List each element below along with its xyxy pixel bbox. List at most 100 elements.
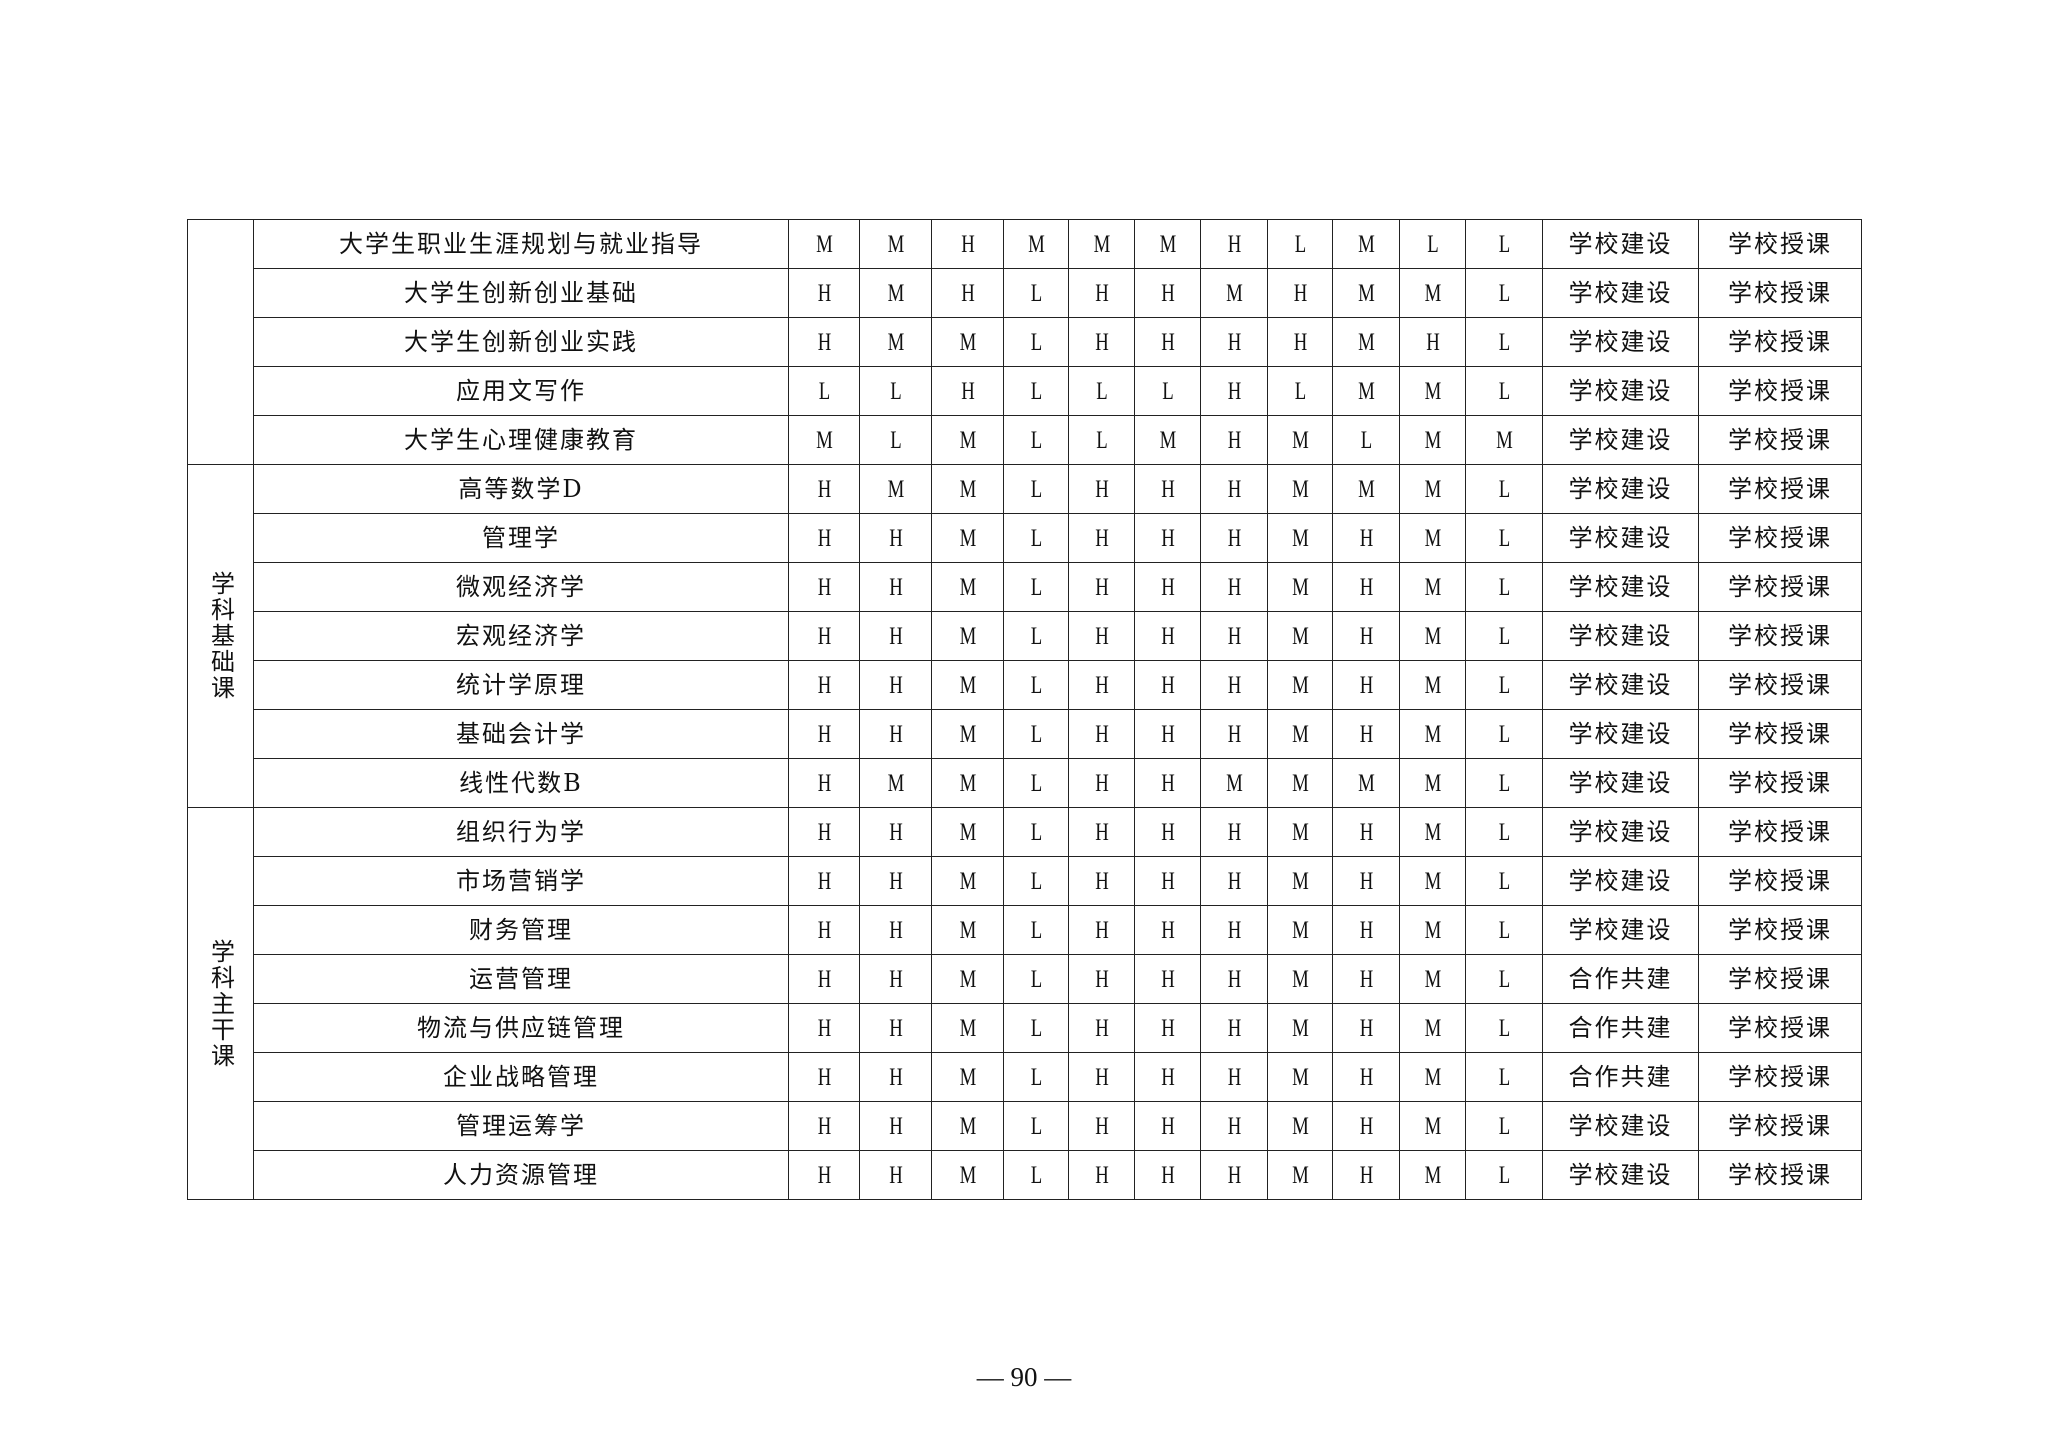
support-level-cell: M <box>1275 611 1325 661</box>
support-level-cell: H <box>1208 219 1260 269</box>
support-level-cell: M <box>1407 905 1458 955</box>
support-level-cell: M <box>940 317 995 367</box>
teaching-cell: 学校授课 <box>1698 562 1862 612</box>
teaching-cell: 学校授课 <box>1698 856 1862 906</box>
support-level-cell: H <box>1208 611 1260 661</box>
support-level-cell: H <box>868 709 923 759</box>
support-level-cell: H <box>1076 562 1127 612</box>
course-category: 学科基础课 <box>187 464 254 808</box>
support-level-cell: H <box>797 1150 851 1200</box>
support-level-cell: H <box>797 464 851 514</box>
support-level-cell: L <box>1474 758 1534 808</box>
support-level-cell: M <box>1275 464 1325 514</box>
course-name: 基础会计学 <box>253 709 789 759</box>
support-level-cell: M <box>1340 268 1392 318</box>
table-row: 管理运筹学 H H M L H H H M H M L 学校建设 学校授课 <box>188 1101 1862 1151</box>
support-level-cell: H <box>1340 611 1392 661</box>
support-level-cell: H <box>868 513 923 563</box>
construction-cell: 学校建设 <box>1542 807 1699 857</box>
support-level-cell: L <box>1011 611 1061 661</box>
construction-cell: 学校建设 <box>1542 268 1699 318</box>
support-level-cell: H <box>1275 268 1325 318</box>
support-level-cell: M <box>940 1150 995 1200</box>
support-level-cell: M <box>1275 758 1325 808</box>
construction-cell: 学校建设 <box>1542 366 1699 416</box>
support-level-cell: L <box>1011 807 1061 857</box>
support-level-cell: H <box>940 219 995 269</box>
support-level-cell: M <box>940 513 995 563</box>
support-level-cell: M <box>1407 415 1458 465</box>
support-level-cell: M <box>1275 954 1325 1004</box>
support-level-cell: H <box>797 660 851 710</box>
support-level-cell: L <box>1474 807 1534 857</box>
support-level-cell: H <box>1142 856 1193 906</box>
support-level-cell: M <box>1407 1150 1458 1200</box>
support-level-cell: L <box>1011 905 1061 955</box>
support-level-cell: M <box>940 660 995 710</box>
support-level-cell: L <box>1011 268 1061 318</box>
course-name: 线性代数B <box>253 758 789 808</box>
support-level-cell: M <box>940 758 995 808</box>
course-category <box>187 219 254 465</box>
table-row: 市场营销学 H H M L H H H M H M L 学校建设 学校授课 <box>188 856 1862 906</box>
teaching-cell: 学校授课 <box>1698 513 1862 563</box>
support-level-cell: H <box>1208 856 1260 906</box>
support-level-cell: H <box>1208 513 1260 563</box>
page-number: — 90 — <box>976 1362 1072 1392</box>
construction-cell: 学校建设 <box>1542 856 1699 906</box>
support-level-cell: H <box>1340 1150 1392 1200</box>
support-level-cell: H <box>1076 464 1127 514</box>
support-level-cell: L <box>1275 219 1325 269</box>
teaching-cell: 学校授课 <box>1698 709 1862 759</box>
support-level-cell: M <box>1407 562 1458 612</box>
table-row: 微观经济学 H H M L H H H M H M L 学校建设 学校授课 <box>188 562 1862 612</box>
support-level-cell: L <box>1407 219 1458 269</box>
support-level-cell: H <box>1076 856 1127 906</box>
support-level-cell: H <box>868 856 923 906</box>
support-level-cell: H <box>797 856 851 906</box>
teaching-cell: 学校授课 <box>1698 611 1862 661</box>
course-name: 管理运筹学 <box>253 1101 789 1151</box>
support-level-cell: H <box>1340 660 1392 710</box>
teaching-cell: 学校授课 <box>1698 905 1862 955</box>
support-level-cell: L <box>1011 709 1061 759</box>
support-level-cell: L <box>1011 954 1061 1004</box>
course-name: 大学生职业生涯规划与就业指导 <box>253 219 789 269</box>
teaching-cell: 学校授课 <box>1698 415 1862 465</box>
support-level-cell: H <box>1076 1003 1127 1053</box>
support-level-cell: M <box>1275 513 1325 563</box>
table-row: 基础会计学 H H M L H H H M H M L 学校建设 学校授课 <box>188 709 1862 759</box>
support-level-cell: L <box>1011 856 1061 906</box>
table-row: 大学生职业生涯规划与就业指导 M M H M M M H L M L L 学校建设 学校授课 <box>187 219 1862 465</box>
table-row: 线性代数B H M M L H H M M M M L 学校建设 学校授课 <box>188 758 1862 808</box>
support-level-cell: M <box>1275 709 1325 759</box>
support-level-cell: H <box>797 954 851 1004</box>
support-level-cell: H <box>868 660 923 710</box>
support-level-cell: M <box>1275 905 1325 955</box>
support-level-cell: M <box>797 219 851 269</box>
support-level-cell: L <box>1474 905 1534 955</box>
support-level-cell: M <box>1407 758 1458 808</box>
support-level-cell: L <box>1474 464 1534 514</box>
support-level-cell: L <box>1474 366 1534 416</box>
support-level-cell: H <box>1340 954 1392 1004</box>
support-level-cell: L <box>1474 660 1534 710</box>
support-level-cell: L <box>1011 1150 1061 1200</box>
support-level-cell: H <box>1142 905 1193 955</box>
support-level-cell: M <box>940 562 995 612</box>
support-level-cell: H <box>1142 1150 1193 1200</box>
support-level-cell: M <box>940 464 995 514</box>
support-level-cell: H <box>1076 1052 1127 1102</box>
support-level-cell: M <box>868 464 923 514</box>
support-level-cell: H <box>1142 660 1193 710</box>
support-level-cell: L <box>1474 856 1534 906</box>
support-level-cell: L <box>1474 954 1534 1004</box>
support-level-cell: M <box>940 905 995 955</box>
support-level-cell: L <box>797 366 851 416</box>
teaching-cell: 学校授课 <box>1698 219 1862 269</box>
support-level-cell: M <box>868 268 923 318</box>
support-level-cell: L <box>1474 513 1534 563</box>
teaching-cell: 学校授课 <box>1698 660 1862 710</box>
support-level-cell: H <box>1208 1150 1260 1200</box>
course-name: 物流与供应链管理 <box>253 1003 789 1053</box>
